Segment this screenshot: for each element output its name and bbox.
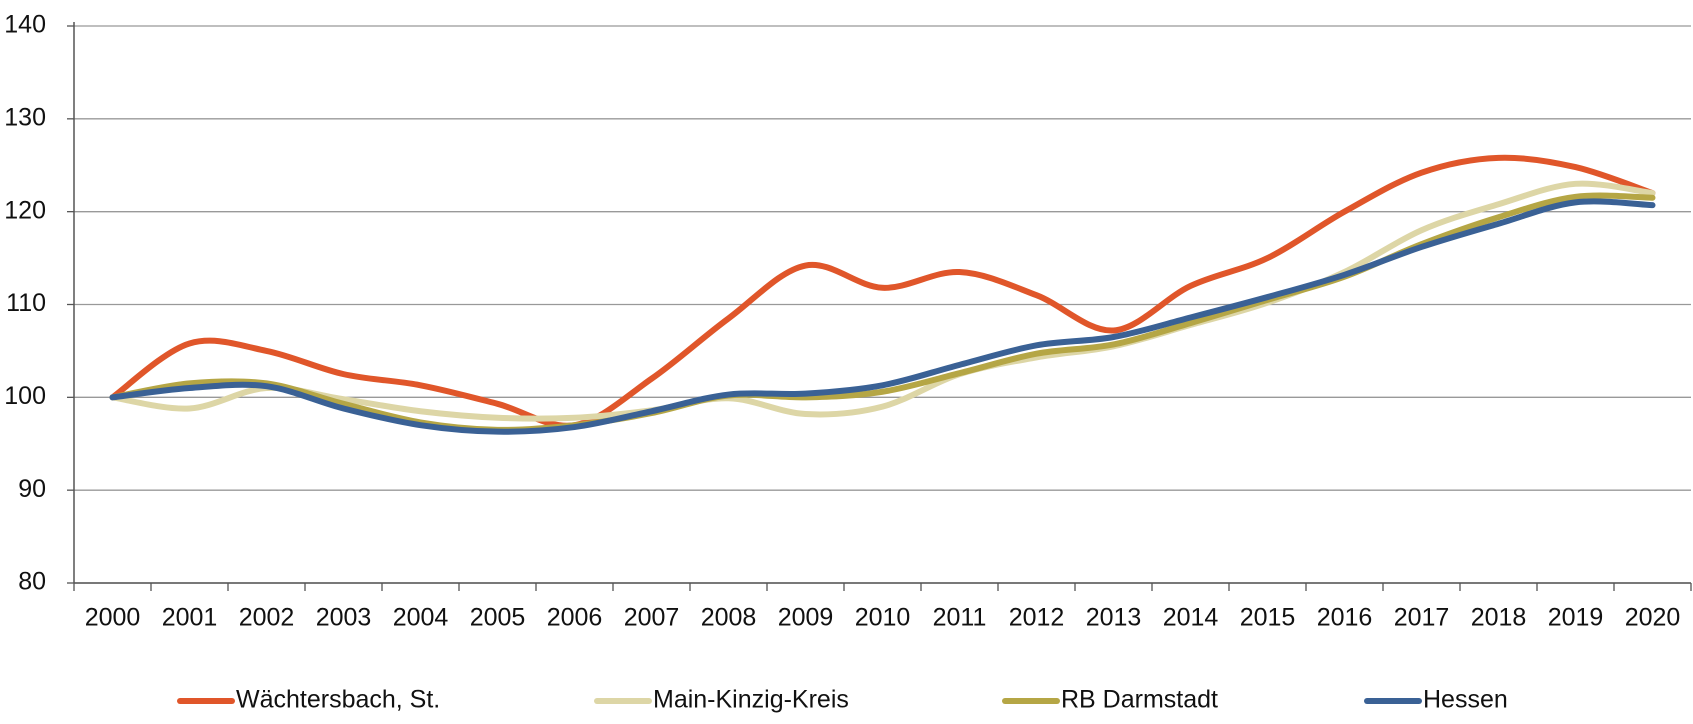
- x-tick-label: 2003: [316, 604, 372, 632]
- y-tick-label: 140: [4, 11, 46, 39]
- x-tick-label: 2001: [162, 604, 218, 632]
- legend-label: Main-Kinzig-Kreis: [653, 686, 849, 714]
- legend-label: Wächtersbach, St.: [236, 686, 440, 714]
- x-tick-label: 2000: [85, 604, 141, 632]
- x-tick-label: 2018: [1471, 604, 1527, 632]
- series-line: [109, 154, 1656, 429]
- series-line: [109, 198, 1656, 435]
- y-tick-label: 80: [18, 568, 46, 596]
- x-tick-label: 2014: [1163, 604, 1219, 632]
- y-tick-label: 130: [4, 103, 46, 131]
- legend-label: RB Darmstadt: [1061, 686, 1218, 714]
- x-tick-label: 2005: [470, 604, 526, 632]
- x-tick-label: 2017: [1394, 604, 1450, 632]
- x-tick-label: 2019: [1548, 604, 1604, 632]
- x-tick-label: 2015: [1240, 604, 1296, 632]
- y-tick-label: 90: [18, 475, 46, 503]
- x-tick-label: 2006: [547, 604, 603, 632]
- x-tick-label: 2011: [933, 604, 987, 632]
- x-tick-label: 2010: [855, 604, 911, 632]
- y-tick-label: 100: [4, 382, 46, 410]
- x-tick-label: 2008: [701, 604, 757, 632]
- x-tick-label: 2007: [624, 604, 680, 632]
- x-tick-label: 2012: [1009, 604, 1065, 632]
- x-tick-label: 2013: [1086, 604, 1142, 632]
- x-tick-label: 2009: [778, 604, 834, 632]
- x-tick-label: 2004: [393, 604, 449, 632]
- legend-label: Hessen: [1423, 686, 1508, 714]
- series-line: [109, 180, 1656, 422]
- y-tick-label: 110: [6, 289, 46, 317]
- x-tick-label: 2016: [1317, 604, 1373, 632]
- x-tick-label: 2002: [239, 604, 295, 632]
- y-tick-label: 120: [4, 196, 46, 224]
- x-tick-label: 2020: [1625, 604, 1681, 632]
